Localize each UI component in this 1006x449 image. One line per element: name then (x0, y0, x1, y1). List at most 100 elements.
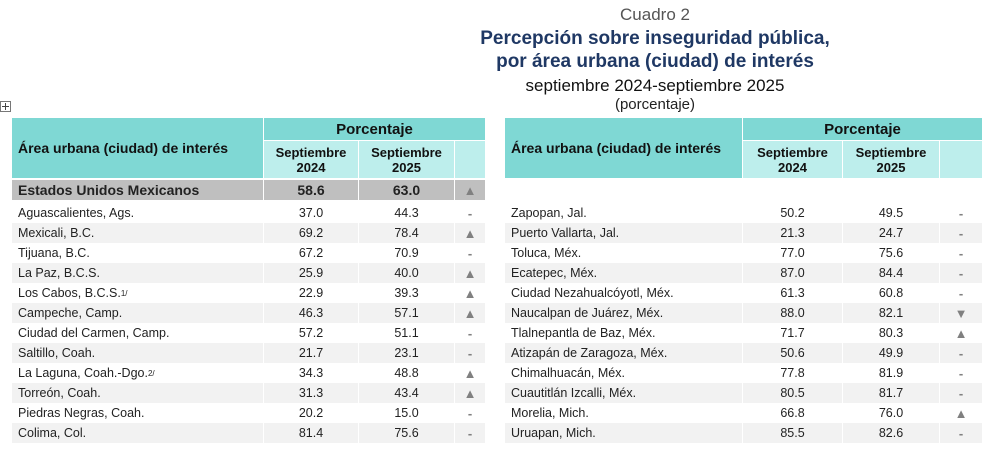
row-value-2024: 77.8 (743, 363, 842, 383)
header-cell: Área urbana (ciudad) de interés (12, 118, 263, 178)
row-value-2024: 50.2 (743, 203, 842, 223)
row-trend: - (940, 363, 982, 383)
row-value-2025: 76.0 (843, 403, 939, 423)
footnote-mark: 1/ (120, 288, 128, 298)
row-trend: - (455, 423, 485, 443)
header-cell: Área urbana (ciudad) de interés (505, 118, 742, 178)
row-area: Tijuana, B.C. (12, 243, 263, 263)
title-line: por área urbana (ciudad) de interés (496, 51, 814, 72)
row-value-2025: 48.8 (359, 363, 454, 383)
row-value-2024: 85.5 (743, 423, 842, 443)
row-trend: ▼ (940, 303, 982, 323)
row-trend: ▲ (455, 180, 485, 200)
row-value-2024: 21.3 (743, 223, 842, 243)
row-trend: ▲ (455, 383, 485, 403)
row-value-2024: 61.3 (743, 283, 842, 303)
row-value-2025: 78.4 (359, 223, 454, 243)
row-value-2024: 77.0 (743, 243, 842, 263)
row-value-2025: 60.8 (843, 283, 939, 303)
row-value-2024: 81.4 (264, 423, 358, 443)
row-value-2024: 87.0 (743, 263, 842, 283)
move-handle[interactable] (0, 101, 12, 113)
row-area: Ciudad Nezahualcóyotl, Méx. (505, 283, 742, 303)
row-trend: - (940, 383, 982, 403)
row-trend: - (940, 243, 982, 263)
row-value-2024: 22.9 (264, 283, 358, 303)
row-value-2024: 31.3 (264, 383, 358, 403)
header-cell: Septiembre 2024 (264, 141, 358, 178)
row-area: Estados Unidos Mexicanos (12, 180, 263, 200)
row-value-2024: 50.6 (743, 343, 842, 363)
row-value-2024: 25.9 (264, 263, 358, 283)
row-value-2025: 43.4 (359, 383, 454, 403)
row-trend: - (455, 243, 485, 263)
row-area: Ciudad del Carmen, Camp. (12, 323, 263, 343)
row-trend: - (455, 343, 485, 363)
row-value-2024: 80.5 (743, 383, 842, 403)
header-cell (455, 141, 485, 178)
row-area: Tlalnepantla de Baz, Méx. (505, 323, 742, 343)
row-area: La Laguna, Coah.-Dgo. 2/ (12, 363, 263, 383)
row-trend: ▲ (455, 363, 485, 383)
header-cell: Porcentaje (743, 118, 982, 140)
row-value-2024: 37.0 (264, 203, 358, 223)
row-trend: - (940, 263, 982, 283)
footnote-mark: 2/ (147, 368, 155, 378)
row-value-2024: 20.2 (264, 403, 358, 423)
row-area: Mexicali, B.C. (12, 223, 263, 243)
row-value-2024: 71.7 (743, 323, 842, 343)
row-trend: - (455, 323, 485, 343)
row-area: La Paz, B.C.S. (12, 263, 263, 283)
row-trend: ▲ (455, 283, 485, 303)
row-value-2025: 23.1 (359, 343, 454, 363)
row-value-2025: 80.3 (843, 323, 939, 343)
subtitle: septiembre 2024-septiembre 2025 (525, 76, 785, 95)
row-trend: ▲ (940, 323, 982, 343)
header-cell (940, 141, 982, 178)
row-trend: - (940, 423, 982, 443)
row-value-2025: 15.0 (359, 403, 454, 423)
row-trend: ▲ (455, 303, 485, 323)
row-trend: - (455, 203, 485, 223)
row-value-2024: 21.7 (264, 343, 358, 363)
row-value-2024: 67.2 (264, 243, 358, 263)
row-value-2025: 44.3 (359, 203, 454, 223)
table-label: Cuadro 2 (620, 5, 690, 24)
row-area: Aguascalientes, Ags. (12, 203, 263, 223)
row-value-2024: 34.3 (264, 363, 358, 383)
row-value-2025: 63.0 (359, 180, 454, 200)
row-value-2025: 82.1 (843, 303, 939, 323)
row-value-2025: 81.9 (843, 363, 939, 383)
row-area: Saltillo, Coah. (12, 343, 263, 363)
row-area: Naucalpan de Juárez, Méx. (505, 303, 742, 323)
row-value-2025: 24.7 (843, 223, 939, 243)
row-value-2025: 39.3 (359, 283, 454, 303)
row-trend: ▲ (940, 403, 982, 423)
row-value-2025: 75.6 (359, 423, 454, 443)
row-value-2025: 75.6 (843, 243, 939, 263)
row-trend: - (940, 203, 982, 223)
row-area: Puerto Vallarta, Jal. (505, 223, 742, 243)
row-value-2024: 57.2 (264, 323, 358, 343)
row-value-2025: 51.1 (359, 323, 454, 343)
row-area: Campeche, Camp. (12, 303, 263, 323)
row-value-2025: 57.1 (359, 303, 454, 323)
title-line: Percepción sobre inseguridad pública, (480, 28, 830, 49)
row-value-2025: 49.9 (843, 343, 939, 363)
row-trend: - (940, 343, 982, 363)
row-area: Morelia, Mich. (505, 403, 742, 423)
row-area: Atizapán de Zaragoza, Méx. (505, 343, 742, 363)
row-value-2025: 70.9 (359, 243, 454, 263)
header-cell: Septiembre 2024 (743, 141, 842, 178)
row-area: Ecatepec, Méx. (505, 263, 742, 283)
row-value-2024: 46.3 (264, 303, 358, 323)
row-area: Cuautitlán Izcalli, Méx. (505, 383, 742, 403)
row-value-2025: 82.6 (843, 423, 939, 443)
header-cell: Septiembre 2025 (359, 141, 454, 178)
row-value-2025: 40.0 (359, 263, 454, 283)
row-area: Los Cabos, B.C.S. 1/ (12, 283, 263, 303)
row-value-2024: 58.6 (264, 180, 358, 200)
row-area: Toluca, Méx. (505, 243, 742, 263)
row-value-2025: 84.4 (843, 263, 939, 283)
